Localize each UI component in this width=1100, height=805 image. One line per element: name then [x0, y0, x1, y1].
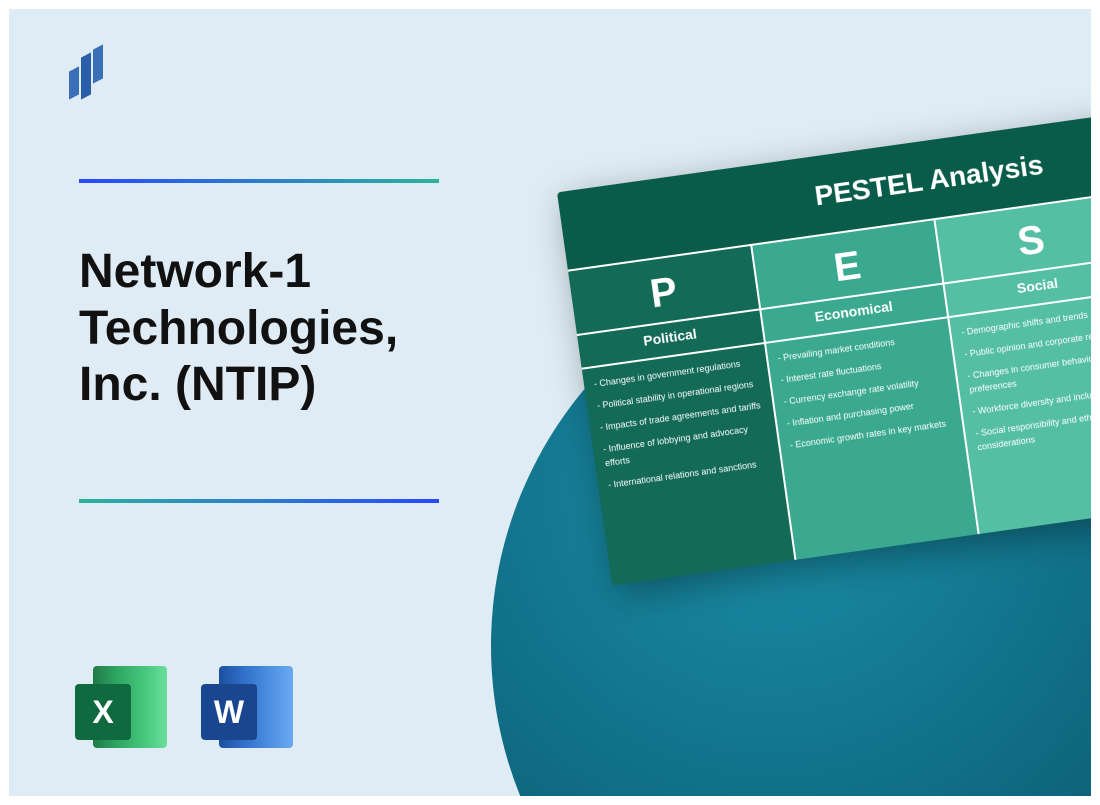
word-icon: W [201, 662, 297, 752]
pestel-column-body: Changes in government regulationsPolitic… [582, 342, 794, 585]
excel-icon: X [75, 662, 171, 752]
word-letter: W [201, 684, 257, 740]
brand-logo [69, 47, 113, 107]
divider-bottom [79, 499, 439, 503]
infographic-canvas: Network-1 Technologies, Inc. (NTIP) PEST… [9, 9, 1091, 796]
app-icons-row: X W [75, 662, 297, 752]
page-title: Network-1 Technologies, Inc. (NTIP) [79, 244, 459, 414]
divider-top [79, 179, 439, 183]
pestel-column-body: Prevailing market conditionsInterest rat… [765, 316, 977, 559]
excel-letter: X [75, 684, 131, 740]
pestel-card: PESTEL Analysis PPoliticalChanges in gov… [557, 89, 1091, 585]
